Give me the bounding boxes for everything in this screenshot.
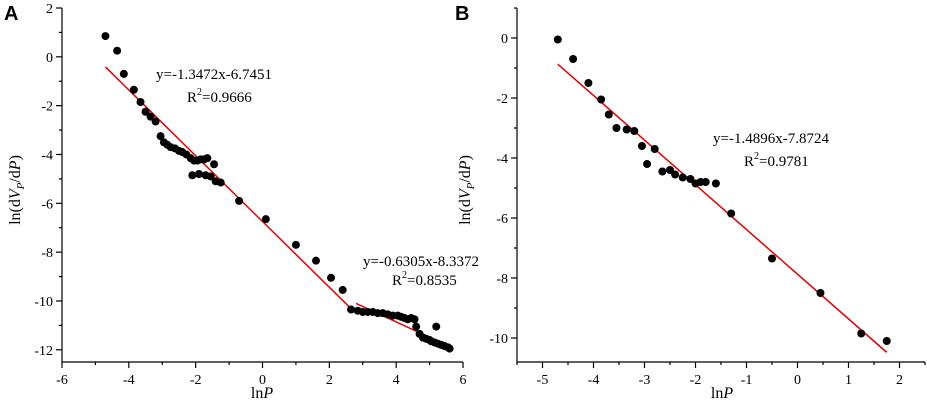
data-point (569, 55, 578, 63)
x-tick-label: 1 (845, 373, 852, 388)
data-point (141, 107, 150, 116)
x-tick-label: -3 (639, 373, 651, 388)
panel-a-points (101, 32, 454, 353)
data-point (291, 240, 300, 249)
data-point (136, 97, 145, 106)
data-point (203, 154, 212, 163)
y-tick-label: -4 (41, 148, 53, 163)
panel-b-fit-lines (557, 63, 888, 353)
x-tick-label: 0 (794, 373, 801, 388)
data-point (235, 196, 244, 205)
y-tick-label: -8 (41, 246, 53, 261)
y-tick-label: -6 (496, 212, 508, 227)
data-point (206, 172, 215, 181)
panel-b-fit1-equation: y=-1.4896x-7.8724 (713, 131, 829, 147)
panel-b: B ln(dVP/dP) lnP -5 -4 -3 -2 -1 0 1 20-2-4-6-8-… (455, 3, 926, 402)
y-tick-label: -10 (489, 332, 508, 347)
data-point (188, 171, 197, 180)
panel-a: A ln(dVP/dP) lnP -6 -4 -2 0 2 4 6 2 0 -2 -4 -6 -8 -10… (4, 2, 479, 402)
data-point (146, 112, 155, 121)
data-point (119, 69, 128, 78)
data-point (216, 178, 225, 187)
y-tick-label: -2 (41, 100, 53, 115)
panel-b-x-axis-title: lnP (711, 385, 733, 402)
data-point (701, 178, 710, 186)
data-point (338, 285, 347, 294)
data-point (410, 315, 419, 324)
x-tick-label: -1 (741, 373, 753, 388)
data-point (857, 329, 866, 338)
data-point (612, 124, 621, 132)
data-point (678, 173, 687, 182)
y-tick-label: -12 (34, 344, 53, 359)
panel-a-x-axis-title: lnP (251, 385, 273, 402)
x-tick-label: 4 (393, 373, 400, 388)
data-point (727, 209, 736, 218)
panel-a-fit2-r2: R2=0.8535 (392, 270, 457, 289)
data-point (261, 215, 270, 224)
data-point (597, 95, 606, 104)
data-point (816, 289, 825, 297)
x-tick-label: -5 (537, 373, 549, 388)
x-tick-label: -2 (190, 373, 202, 388)
data-point (327, 273, 336, 282)
panel-a-fit2-equation: y=-0.6305x-8.3372 (363, 254, 479, 270)
data-point (445, 344, 454, 353)
x-tick-label: -4 (588, 373, 600, 388)
data-point (432, 322, 441, 331)
data-point (630, 127, 639, 135)
y-tick-label: -8 (496, 272, 508, 287)
panel-b-label: B (455, 3, 469, 25)
y-tick-label: 0 (501, 32, 508, 47)
data-point (553, 35, 562, 44)
x-tick-label: -2 (690, 373, 702, 388)
y-tick-label: -6 (41, 197, 53, 212)
data-point (637, 142, 646, 150)
x-tick-label: -4 (123, 373, 135, 388)
panel-a-fit1-r2: R2=0.9666 (187, 87, 252, 106)
data-point (311, 256, 320, 265)
x-tick-label: -6 (56, 373, 68, 388)
panel-a-ticks: -6 -4 -2 0 2 4 6 2 0 -2 -4 -6 -8 -10 -12 (34, 2, 466, 388)
fit-line-1 (557, 63, 888, 353)
x-tick-label: 0 (259, 373, 266, 388)
panel-b-ticks: -5 -4 -3 -2 -1 0 1 20-2-4-6-8-10 (489, 7, 926, 388)
data-point (412, 322, 421, 331)
panel-a-y-axis-title: ln(dVP/dP) (7, 155, 27, 225)
y-tick-label: 2 (46, 2, 53, 17)
y-tick-label: -4 (496, 152, 508, 167)
data-point (584, 79, 593, 87)
data-point (768, 254, 776, 263)
data-point (156, 132, 165, 141)
x-tick-label: 6 (460, 373, 467, 388)
data-point (101, 32, 110, 41)
data-point (129, 85, 138, 94)
data-point (882, 337, 891, 345)
data-point (195, 170, 204, 179)
panel-b-y-axis-title: ln(dVP/dP) (457, 155, 477, 225)
data-point (650, 145, 659, 153)
data-point (347, 305, 356, 314)
y-tick-label: -10 (34, 295, 53, 310)
panel-b-points (553, 35, 891, 345)
x-tick-label: 2 (896, 373, 903, 388)
data-point (643, 160, 652, 168)
y-tick-label: -2 (496, 92, 508, 107)
data-point (711, 179, 720, 188)
data-point (210, 160, 219, 169)
data-point (113, 46, 122, 55)
data-point (622, 125, 631, 134)
y-tick-label: 0 (46, 51, 53, 66)
x-tick-label: 2 (326, 373, 333, 388)
panel-b-fit1-r2: R2=0.9781 (744, 151, 809, 170)
data-point (604, 110, 613, 119)
panel-a-fit1-equation: y=-1.3472x-6.7451 (156, 67, 272, 83)
data-point (658, 167, 667, 176)
fit-line-1 (104, 66, 357, 315)
panel-a-fit-lines (104, 66, 450, 348)
data-point (151, 117, 160, 126)
panel-a-label: A (4, 3, 18, 25)
data-point (671, 170, 680, 179)
